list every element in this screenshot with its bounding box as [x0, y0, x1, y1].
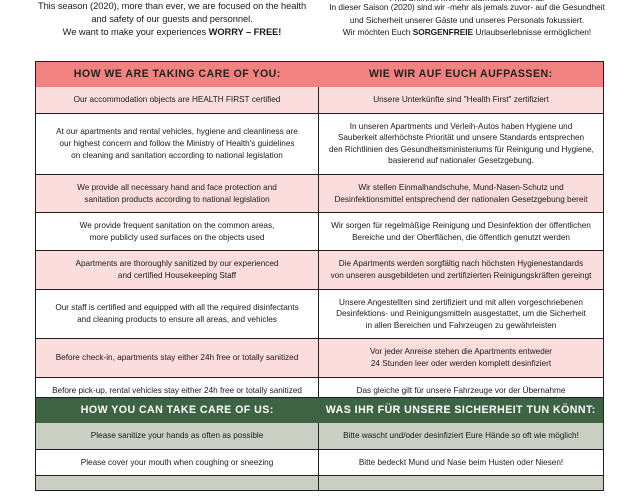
table-care-of-us-header-row: HOW YOU CAN TAKE CARE OF US: WAS IHR FÜR…	[35, 397, 604, 423]
table-cell-de: Wir stellen Einmalhandschuhe, Mund-Nasen…	[318, 173, 604, 213]
cell-line: Vor jeder Anreise stehen die Apartments …	[369, 347, 553, 357]
cell-line: Wir stellen Einmalhandschuhe, Mund-Nasen…	[358, 182, 564, 192]
table-row: We provide all necessary hand and face p…	[35, 173, 604, 213]
table-cell-en	[35, 475, 319, 491]
cell-line: Unsere Angestellten sind zertifiziert un…	[339, 297, 583, 307]
table-cell-en: Our staff is certified and equipped with…	[35, 288, 319, 339]
intro-en-line-1: This season (2020), more than ever, we a…	[37, 1, 307, 11]
table-cell-en: Please cover your mouth when coughing or…	[35, 448, 319, 476]
table-care-of-us-wrapper: HOW YOU CAN TAKE CARE OF US: WAS IHR FÜR…	[35, 397, 604, 492]
cell-line: 24 Stunden leer oder werden komplett des…	[370, 358, 552, 368]
intro-de-line-2: und Sicherheit unserer Gäste und unseres…	[349, 14, 585, 25]
cell-line: Die Apartments werden sorgfältig nach hö…	[338, 259, 584, 269]
table-cell-de: Wir sorgen für regelmäßige Reinigung und…	[318, 212, 604, 251]
table-care-of-you-header-de: WIE WIR AUF EUCH AUFPASSEN:	[318, 61, 604, 87]
intro-de-line-3-suffix: Urlaubserlebnisse ermöglichen!	[473, 27, 592, 38]
cell-line: basierend auf nationaler Gesetzgebung.	[388, 156, 534, 166]
table-care-of-you: HOW WE ARE TAKING CARE OF YOU: WIE WIR A…	[35, 61, 604, 405]
intro-de-line-3-emphasis: SORGENFREIE	[412, 27, 474, 38]
table-care-of-us-body: Please sanitize your hands as often as p…	[35, 423, 604, 491]
table-cell-de: Die Apartments werden sorgfältig nach hö…	[318, 250, 604, 290]
cell-line: Unsere Unterkünfte sind "Health First" z…	[373, 95, 549, 104]
cell-line: Before pick-up, rental vehicles stay eit…	[52, 385, 302, 395]
intro-de-line-1: In dieser Saison (2020) sind wir -mehr a…	[329, 2, 605, 12]
table-cell-de: Unsere Unterkünfte sind "Health First" z…	[318, 87, 604, 114]
table-row: At our apartments and rental vehicles, h…	[35, 112, 604, 175]
table-cell-en: We provide all necessary hand and face p…	[35, 173, 319, 213]
table-row-partial	[35, 475, 604, 491]
cell-line: Apartments are thoroughly sanitized by o…	[75, 259, 279, 269]
table-care-of-us-header-de: WAS IHR FÜR UNSERE SICHERHEIT TUN KÖNNT:	[318, 397, 604, 423]
table-care-of-you-header-en: HOW WE ARE TAKING CARE OF YOU:	[35, 61, 319, 87]
intro-en-line-2: and safety of our guests and personnel.	[91, 14, 253, 25]
table-row: Apartments are thoroughly sanitized by o…	[35, 250, 604, 290]
cell-line: Desinfektionsmittel entsprechend der nat…	[334, 194, 588, 204]
cell-line: on cleaning and sanitation according to …	[71, 150, 283, 160]
table-row: Our staff is certified and equipped with…	[35, 288, 604, 339]
table-cell-en: Before check-in, apartments stay either …	[35, 338, 319, 377]
cell-line: Bereiche und der Oberflächen, die öffent…	[352, 232, 570, 242]
table-care-of-us: HOW YOU CAN TAKE CARE OF US: WAS IHR FÜR…	[35, 397, 604, 492]
cell-line: Please cover your mouth when coughing or…	[80, 457, 274, 467]
intro-de-line-3: Wir möchten Euch SORGENFREIE Urlaubserle…	[326, 26, 608, 39]
cell-line: Desinfektions- und Reinigungsmitteln aus…	[336, 309, 586, 319]
table-cell-de: Bitte bedeckt Mund und Nase beim Husten …	[318, 448, 604, 476]
cell-line: den Richtlinien des Gesundheitsministeri…	[329, 144, 594, 154]
cell-line: Bitte bedeckt Mund und Nase beim Husten …	[358, 457, 564, 467]
cell-line: sanitation products according to nationa…	[84, 194, 270, 204]
intro-column-german: Eure Abflugs- und Autovermietungspartner…	[318, 0, 636, 40]
table-care-of-you-wrapper: HOW WE ARE TAKING CARE OF YOU: WIE WIR A…	[35, 61, 604, 405]
cell-line: Wir sorgen für regelmäßige Reinigung und…	[331, 221, 591, 231]
cell-line: In unseren Apartments und Verleih-Autos …	[349, 121, 573, 131]
table-cell-de: Vor jeder Anreise stehen die Apartments …	[318, 338, 604, 377]
table-care-of-you-body: Our accommodation objects are HEALTH FIR…	[35, 87, 604, 404]
intro-column-english: This season (2020), more than ever, we a…	[0, 0, 318, 40]
table-cell-de: In unseren Apartments und Verleih-Autos …	[318, 112, 604, 175]
cell-line: von unseren ausgebildeten und zertifizie…	[330, 270, 592, 280]
cell-line: Bitte wascht und/oder desinfiziert Eure …	[343, 431, 579, 440]
table-care-of-you-header-row: HOW WE ARE TAKING CARE OF YOU: WIE WIR A…	[35, 61, 604, 87]
cell-line: Das gleiche gilt für unsere Fahrzeuge vo…	[356, 385, 566, 395]
intro-de-line-3-prefix: Wir möchten Euch	[342, 27, 413, 38]
table-row: Please sanitize your hands as often as p…	[35, 423, 604, 450]
table-cell-en: Please sanitize your hands as often as p…	[35, 423, 319, 450]
table-care-of-us-header-en: HOW YOU CAN TAKE CARE OF US:	[35, 397, 319, 423]
table-cell-de: Bitte wascht und/oder desinfiziert Eure …	[318, 423, 604, 450]
cell-line: Our accommodation objects are HEALTH FIR…	[73, 95, 281, 104]
cell-line: At our apartments and rental vehicles, h…	[56, 127, 298, 137]
cell-line: We provide frequent sanitation on the co…	[79, 221, 275, 231]
cell-line: more publicly used surfaces on the objec…	[89, 232, 265, 242]
table-cell-en: Apartments are thoroughly sanitized by o…	[35, 250, 319, 290]
intro-de-line-clipped: Eure Abflugs- und Autovermietungspartner	[326, 0, 608, 1]
table-row: Our accommodation objects are HEALTH FIR…	[35, 87, 604, 114]
table-cell-en: At our apartments and rental vehicles, h…	[35, 112, 319, 175]
table-row: Before check-in, apartments stay either …	[35, 338, 604, 377]
intro-en-line-3-prefix: We want to make your experiences	[62, 27, 209, 38]
cell-line: and cleaning products to ensure all area…	[77, 314, 277, 324]
cell-line: in allen Bereichen und Fahrzeugen zu gew…	[365, 320, 557, 330]
intro-en-line-3: We want to make your experiences WORRY –…	[34, 26, 310, 39]
cell-line: and certified Housekeeping Staff	[117, 270, 237, 280]
table-cell-de: Unsere Angestellten sind zertifiziert un…	[318, 288, 604, 339]
cell-line: We provide all necessary hand and face p…	[77, 182, 277, 192]
table-cell-en: We provide frequent sanitation on the co…	[35, 212, 319, 251]
intro-en-line-3-emphasis: WORRY – FREE!	[208, 27, 282, 38]
cell-line: Before check-in, apartments stay either …	[55, 353, 299, 363]
intro-section: This season (2020), more than ever, we a…	[0, 0, 636, 40]
cell-line: Our staff is certified and equipped with…	[55, 303, 299, 313]
cell-line: Sauberkeit allerhöchste Priorität und un…	[337, 133, 585, 143]
cell-line: our highest concern and follow the Minis…	[59, 138, 295, 148]
cell-line: Please sanitize your hands as often as p…	[90, 431, 264, 440]
table-cell-en: Our accommodation objects are HEALTH FIR…	[35, 87, 319, 114]
table-cell-de	[318, 475, 604, 491]
table-row: Please cover your mouth when coughing or…	[35, 448, 604, 476]
table-row: We provide frequent sanitation on the co…	[35, 212, 604, 251]
